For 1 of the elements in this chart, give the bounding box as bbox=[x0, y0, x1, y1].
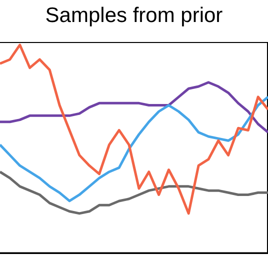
chart-title: Samples from prior bbox=[44, 3, 224, 29]
